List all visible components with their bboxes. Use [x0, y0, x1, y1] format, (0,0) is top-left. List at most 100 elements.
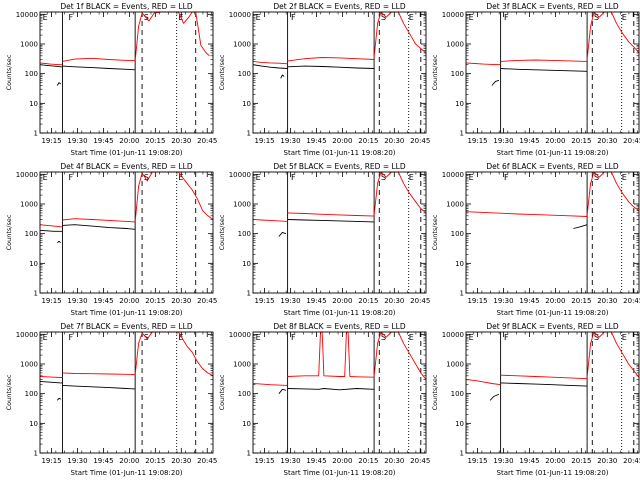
x-tick-label: 20:30	[171, 457, 191, 465]
plot-frame	[39, 11, 214, 134]
x-tick-label: 19:45	[93, 457, 113, 465]
x-tick-label: 20:00	[119, 137, 139, 145]
state-flag-label: E	[622, 13, 627, 22]
x-tick-label: 19:30	[67, 137, 87, 145]
x-axis-label: Start Time (01-Jun-11 19:08:20)	[71, 149, 183, 157]
lld-series-line	[252, 219, 288, 222]
y-tick-label: 1000	[20, 41, 38, 49]
state-flag-label: S	[594, 13, 599, 22]
state-flag-label: E	[256, 333, 261, 342]
x-tick-label: 19:15	[467, 457, 487, 465]
x-tick-label: 20:45	[197, 457, 217, 465]
lld-series-line	[62, 372, 136, 376]
panel-5: Det 5f BLACK = Events, RED = LLD Counts/s…	[218, 162, 430, 317]
x-tick-label: 20:30	[384, 457, 404, 465]
y-axis-label: Counts/sec	[218, 214, 226, 250]
lld-series-line	[62, 218, 136, 223]
y-tick-label: 100	[25, 70, 38, 78]
panel-1: Det 1f BLACK = Events, RED = LLD Counts/s…	[5, 2, 217, 157]
plot-frame	[465, 11, 640, 134]
x-axis-label: Start Time (01-Jun-11 19:08:20)	[284, 469, 396, 477]
x-tick-label: 19:45	[306, 137, 326, 145]
x-tick-label: 20:45	[410, 297, 430, 305]
x-tick-label: 20:30	[171, 297, 191, 305]
y-axis-label: Counts/sec	[431, 214, 439, 250]
panel-title: Det 9f BLACK = Events, RED = LLD	[486, 322, 619, 331]
y-tick-label: 10	[29, 100, 38, 108]
panel-title: Det 4f BLACK = Events, RED = LLD	[60, 162, 193, 171]
plot-frame	[465, 331, 640, 454]
events-series-line	[489, 393, 500, 401]
panel-3: Det 3f BLACK = Events, RED = LLD Counts/s…	[431, 2, 640, 157]
y-axis-label: Counts/sec	[218, 374, 226, 410]
state-flag-label: E	[469, 333, 474, 342]
panel-title: Det 8f BLACK = Events, RED = LLD	[273, 322, 406, 331]
lld-series-line	[252, 383, 288, 386]
y-tick-label: 10000	[229, 11, 251, 19]
events-series-line	[278, 388, 287, 394]
x-axis-label: Start Time (01-Jun-11 19:08:20)	[284, 149, 396, 157]
state-flag-label: F	[504, 173, 509, 182]
state-flag-label: F	[69, 173, 74, 182]
events-series-line	[287, 65, 375, 69]
state-flag-label: F	[291, 13, 296, 22]
y-tick-label: 10	[242, 260, 251, 268]
y-tick-label: 10000	[16, 331, 38, 339]
y-axis-label: Counts/sec	[431, 54, 439, 90]
x-tick-label: 19:30	[67, 297, 87, 305]
lld-series-line	[62, 57, 136, 62]
x-tick-label: 20:00	[332, 297, 352, 305]
x-axis-label: Start Time (01-Jun-11 19:08:20)	[71, 309, 183, 317]
state-flag-label: F	[291, 173, 296, 182]
events-series-line	[39, 229, 63, 232]
panel-2: Det 2f BLACK = Events, RED = LLD Counts/s…	[218, 2, 430, 157]
events-series-line	[500, 68, 588, 72]
x-tick-label: 19:15	[254, 457, 274, 465]
panel-title: Det 1f BLACK = Events, RED = LLD	[60, 2, 193, 11]
events-series-line	[62, 224, 136, 230]
plot-frame	[39, 171, 214, 294]
x-tick-label: 19:45	[519, 297, 539, 305]
lld-series-line	[465, 379, 501, 386]
x-tick-label: 20:00	[545, 457, 565, 465]
state-flag-label: F	[504, 13, 509, 22]
y-tick-label: 1000	[20, 201, 38, 209]
x-axis-label: Start Time (01-Jun-11 19:08:20)	[71, 469, 183, 477]
x-axis-label: Start Time (01-Jun-11 19:08:20)	[497, 309, 609, 317]
panel-title: Det 3f BLACK = Events, RED = LLD	[486, 2, 619, 11]
x-axis-label: Start Time (01-Jun-11 19:08:20)	[497, 149, 609, 157]
y-tick-label: 100	[451, 70, 464, 78]
x-tick-label: 19:30	[67, 457, 87, 465]
plot-frame	[39, 331, 214, 454]
events-series-line	[491, 79, 500, 86]
panel-6: Det 6f BLACK = Events, RED = LLD Counts/s…	[431, 162, 640, 317]
y-tick-label: 1	[460, 290, 464, 298]
y-tick-label: 10000	[16, 171, 38, 179]
lld-series-line	[465, 211, 588, 217]
y-tick-label: 1000	[446, 361, 464, 369]
x-tick-label: 20:00	[332, 137, 352, 145]
y-axis-label: Counts/sec	[5, 54, 13, 90]
x-tick-label: 20:15	[571, 137, 591, 145]
state-flag-label: E	[43, 173, 48, 182]
state-flag-label: F	[504, 333, 509, 342]
state-flag-label: E	[43, 333, 48, 342]
x-tick-label: 19:15	[467, 137, 487, 145]
lld-series-line	[287, 331, 375, 378]
lld-series-line	[287, 57, 375, 62]
y-tick-label: 10	[29, 260, 38, 268]
events-series-line	[573, 224, 588, 229]
x-tick-label: 19:45	[306, 297, 326, 305]
state-flag-label: E	[178, 333, 183, 342]
x-tick-label: 20:30	[171, 137, 191, 145]
y-axis-label: Counts/sec	[431, 374, 439, 410]
y-tick-label: 1	[34, 450, 38, 458]
x-tick-label: 19:45	[519, 137, 539, 145]
events-series-line	[278, 231, 287, 237]
y-tick-label: 1000	[233, 41, 251, 49]
events-series-line	[280, 74, 285, 79]
x-tick-label: 20:45	[410, 137, 430, 145]
x-tick-label: 20:00	[545, 137, 565, 145]
x-tick-label: 19:15	[41, 297, 61, 305]
y-axis-label: Counts/sec	[5, 374, 13, 410]
